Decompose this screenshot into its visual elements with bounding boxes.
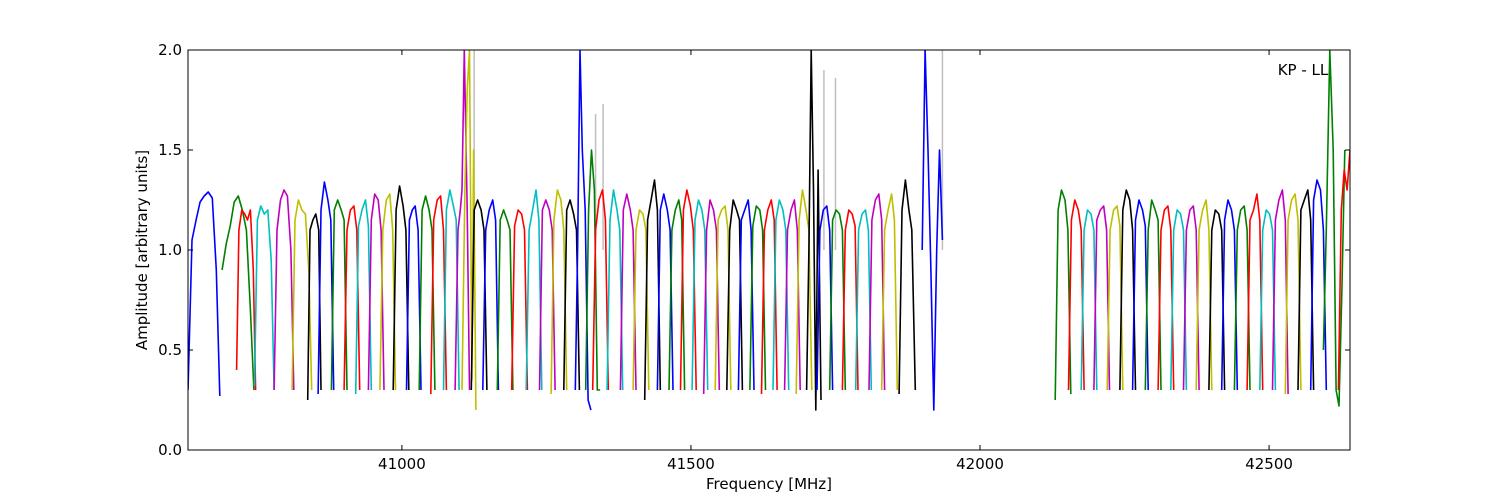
series-line-16 xyxy=(430,195,448,395)
series-line-70 xyxy=(1220,199,1239,391)
x-tick-label: 42500 xyxy=(1245,455,1293,473)
series-line-28 xyxy=(574,50,592,411)
x-tick-label: 42000 xyxy=(956,455,1004,473)
series-line-72 xyxy=(1246,193,1264,391)
series-line-56 xyxy=(921,50,944,411)
series-line-13 xyxy=(392,185,410,391)
series-line-12 xyxy=(379,193,397,391)
series-line-8 xyxy=(330,199,348,391)
series-line-1 xyxy=(221,195,255,391)
series-line-7 xyxy=(317,181,335,395)
series-line-2 xyxy=(235,209,257,391)
series-line-41 xyxy=(726,199,744,391)
series-line-68 xyxy=(1195,199,1213,391)
series-line-67 xyxy=(1182,205,1200,391)
series-line-52 xyxy=(854,209,873,391)
series-line-62 xyxy=(1119,189,1137,391)
series-line-55 xyxy=(898,179,917,395)
series-line-29 xyxy=(584,149,601,391)
x-tick-label: 41000 xyxy=(378,455,426,473)
y-tick-label: 1.0 xyxy=(158,241,182,259)
series-line-73 xyxy=(1259,209,1277,391)
y-tick-label: 0.0 xyxy=(158,441,182,459)
series-line-75 xyxy=(1284,193,1302,395)
series-line-23 xyxy=(510,209,529,391)
series-line-60 xyxy=(1093,205,1111,391)
series-line-31 xyxy=(606,189,624,391)
series-line-54 xyxy=(880,193,899,391)
series-line-18 xyxy=(454,50,471,391)
series-line-78 xyxy=(1322,50,1346,407)
series-layer xyxy=(188,50,1350,411)
x-axis-label: Frequency [MHz] xyxy=(706,475,832,493)
series-line-61 xyxy=(1106,205,1124,391)
series-line-66 xyxy=(1170,209,1188,391)
series-line-30 xyxy=(591,189,610,391)
series-line-34 xyxy=(643,179,662,401)
series-line-79 xyxy=(1337,149,1350,391)
series-line-77 xyxy=(1309,179,1328,391)
series-line-74 xyxy=(1271,189,1289,395)
series-line-71 xyxy=(1233,205,1251,391)
series-line-6 xyxy=(306,213,322,401)
series-line-63 xyxy=(1131,199,1149,391)
y-axis-label: Amplitude [arbitrary units] xyxy=(133,150,151,350)
series-line-3 xyxy=(253,205,275,391)
x-tick-label: 41500 xyxy=(667,455,715,473)
y-tick-label: 0.5 xyxy=(158,341,182,359)
series-line-26 xyxy=(550,189,568,395)
series-line-21 xyxy=(482,199,500,391)
series-line-48 xyxy=(805,50,822,411)
series-line-38 xyxy=(691,199,709,391)
series-line-0 xyxy=(188,191,221,397)
series-line-57 xyxy=(1054,189,1072,401)
series-line-10 xyxy=(354,199,373,395)
series-line-64 xyxy=(1144,199,1162,391)
series-line-53 xyxy=(868,193,886,391)
annotation-label: KP - LL xyxy=(1278,61,1329,79)
series-line-19 xyxy=(461,50,477,411)
series-line-24 xyxy=(525,189,543,391)
y-tick-label: 2.0 xyxy=(158,41,182,59)
series-line-22 xyxy=(496,209,514,391)
series-line-4 xyxy=(273,189,295,391)
tick-layer: 41000 41500 42000 42500 0.0 0.5 1.0 1.5 2.0 xyxy=(158,41,1350,473)
series-line-50 xyxy=(828,209,847,391)
series-line-76 xyxy=(1297,189,1315,391)
series-line-65 xyxy=(1157,205,1175,391)
series-line-17 xyxy=(442,189,460,391)
series-line-51 xyxy=(841,209,859,391)
series-line-35 xyxy=(656,193,674,391)
series-line-58 xyxy=(1067,199,1085,391)
y-tick-label: 1.5 xyxy=(158,141,182,159)
series-line-32 xyxy=(619,193,637,391)
series-line-49 xyxy=(816,205,834,391)
series-line-43 xyxy=(749,205,767,391)
series-line-59 xyxy=(1080,209,1098,391)
series-line-69 xyxy=(1208,209,1226,391)
series-line-14 xyxy=(405,205,422,391)
